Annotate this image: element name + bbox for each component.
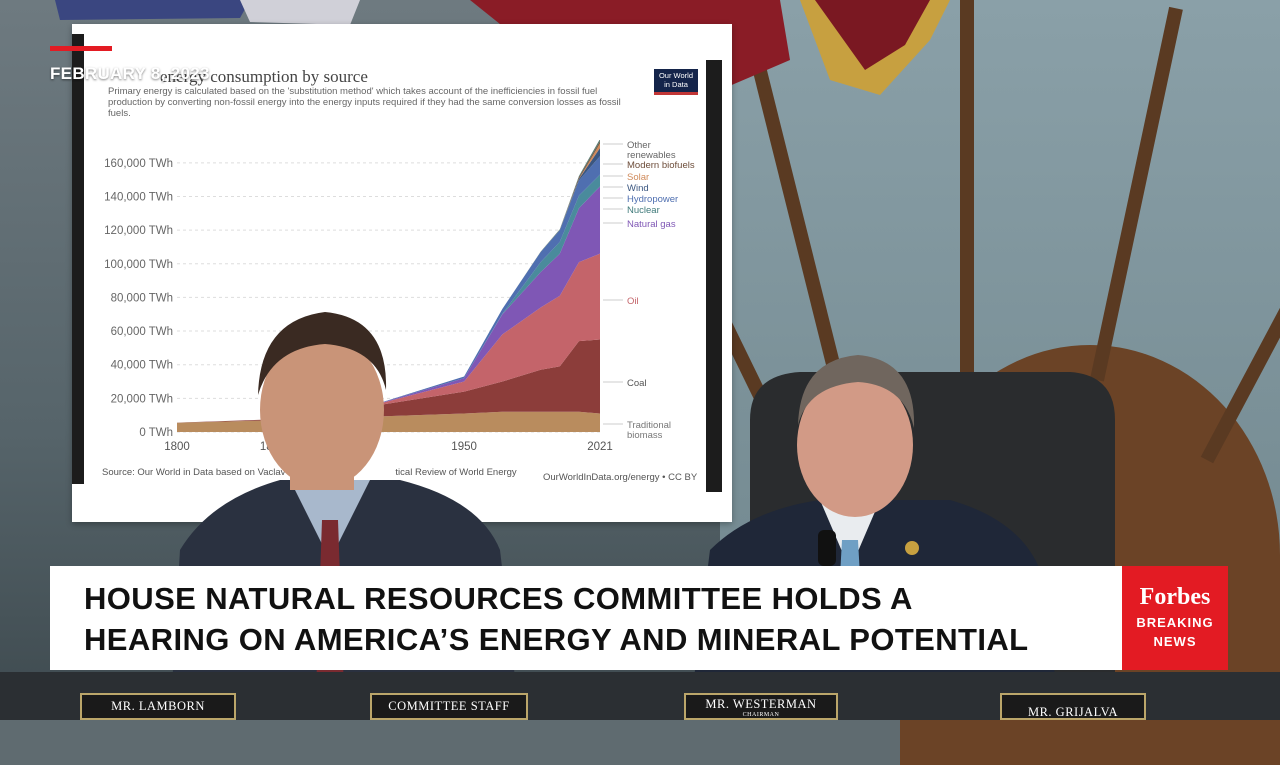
x-tick-label: 2021 <box>587 441 613 453</box>
brand-name: Forbes <box>1139 584 1211 610</box>
legend-label: Wind <box>627 183 649 194</box>
legend-label: Other <box>627 140 651 151</box>
nameplate-grijalva: MR. GRIJALVA <box>1000 693 1146 720</box>
brand-tag-breaking: BREAKING <box>1136 615 1214 630</box>
chart-source-tail: tical Review of World Energy <box>395 467 517 478</box>
y-tick-label: 160,000 TWh <box>104 158 173 170</box>
legend-label: biomass <box>627 430 663 441</box>
chart-subtitle: Primary energy is calculated based on th… <box>108 86 621 119</box>
x-tick-label: 1800 <box>164 441 190 453</box>
chart-source-text: Source: Our World in Data based on Vacla… <box>102 467 286 478</box>
owid-logo-line2: in Data <box>664 80 688 89</box>
forbes-breaking-news-logo: Forbes BREAKING NEWS <box>1122 566 1228 670</box>
legend-label: Natural gas <box>627 219 676 230</box>
nameplate-committee-staff: COMMITTEE STAFF <box>370 693 528 720</box>
chart-credit: OurWorldInData.org/energy • CC BY <box>543 472 698 483</box>
wood-beam <box>960 0 974 380</box>
headline: HOUSE NATURAL RESOURCES COMMITTEE HOLDS … <box>84 578 1114 660</box>
chart-poster <box>72 24 732 522</box>
y-tick-label: 140,000 TWh <box>104 191 173 203</box>
y-tick-label: 60,000 TWh <box>111 326 173 338</box>
legend-label: Coal <box>627 378 647 389</box>
poster-frame-left <box>72 34 84 484</box>
area-nuclear <box>177 174 600 423</box>
y-tick-label: 40,000 TWh <box>111 360 173 372</box>
owid-logo: Our World in Data <box>654 69 698 95</box>
y-tick-label: 0 TWh <box>139 427 173 439</box>
y-tick-label: 80,000 TWh <box>111 292 173 304</box>
y-tick-label: 100,000 TWh <box>104 259 173 271</box>
nameplate-westerman-name: MR. WESTERMAN <box>705 697 817 711</box>
nameplate-westerman-title: CHAIRMAN <box>742 712 780 718</box>
legend-label: Traditional <box>627 420 671 431</box>
lower-third-banner <box>50 566 1122 670</box>
date-accent-bar <box>50 46 112 51</box>
legend-label: Modern biofuels <box>627 160 695 171</box>
nameplate-westerman: MR. WESTERMAN CHAIRMAN <box>684 693 838 720</box>
legend-label: Hydropower <box>627 194 678 205</box>
brand-tag-news: NEWS <box>1153 634 1197 649</box>
legend-label: Nuclear <box>627 205 660 216</box>
legend-label: Oil <box>627 296 639 307</box>
y-tick-label: 20,000 TWh <box>111 393 173 405</box>
chart-title: energy consumption by source <box>160 67 368 86</box>
nameplate-lamborn: MR. LAMBORN <box>80 693 236 720</box>
headline-line2: HEARING ON AMERICA’S ENERGY AND MINERAL … <box>84 622 1029 657</box>
broadcast-date: FEBRUARY 8, 2023 <box>50 64 210 83</box>
headline-line1: HOUSE NATURAL RESOURCES COMMITTEE HOLDS … <box>84 581 913 616</box>
area-natural-gas <box>177 186 600 423</box>
y-tick-label: 120,000 TWh <box>104 225 173 237</box>
owid-logo-line1: Our World <box>658 71 694 80</box>
poster-frame-right <box>706 60 722 492</box>
legend-label: Solar <box>627 172 649 183</box>
x-tick-label: 1950 <box>451 441 477 453</box>
chart-source: Source: Our World in Data based on Vacla… <box>102 467 517 478</box>
legend-label: renewables <box>627 150 676 161</box>
area-coal <box>177 339 600 423</box>
area-oil <box>177 253 600 423</box>
